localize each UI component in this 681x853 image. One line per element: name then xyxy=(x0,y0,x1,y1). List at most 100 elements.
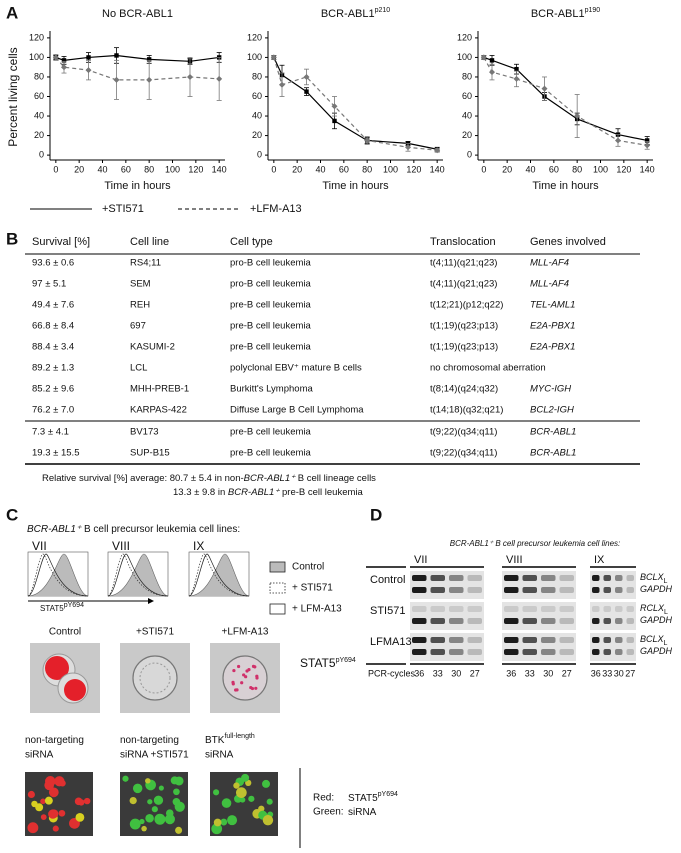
stain xyxy=(245,669,249,673)
x-tick-label: 80 xyxy=(572,164,582,174)
table-cell: pro-B cell leukemia xyxy=(230,279,311,290)
y-tick-label: 20 xyxy=(252,130,262,140)
stain xyxy=(231,680,235,684)
table-cell: 93.6 ± 0.6 xyxy=(32,258,74,269)
x-tick-label: 100 xyxy=(593,164,608,174)
gel-band xyxy=(592,649,600,655)
table-cell: SUP-B15 xyxy=(130,448,170,459)
table-cell: t(8;14)(q24;q32) xyxy=(430,384,498,395)
histogram-label: VII xyxy=(32,539,47,553)
sirna-label-part: full-length xyxy=(224,733,254,740)
table-header: Cell type xyxy=(230,236,273,248)
y-tick-label: 0 xyxy=(39,149,44,159)
stain-legend-label: Green: xyxy=(313,807,344,818)
table-cell: E2A-PBX1 xyxy=(530,342,575,353)
histogram-sti571 xyxy=(27,553,89,597)
gel-band xyxy=(504,637,519,643)
cell-dot xyxy=(221,798,232,808)
cell-dot xyxy=(211,823,223,835)
gel-band xyxy=(467,637,482,643)
y-tick-label: 0 xyxy=(467,149,472,159)
cell-dot xyxy=(158,785,164,791)
table-cell: Burkitt's Lymphoma xyxy=(230,384,313,395)
stain xyxy=(237,664,241,669)
stain xyxy=(234,688,238,692)
x-tick-label: 60 xyxy=(339,164,349,174)
gel-band xyxy=(522,618,537,624)
cell-dot xyxy=(213,789,220,796)
table-cell: BCL2-IGH xyxy=(530,405,574,416)
gel-band xyxy=(541,587,556,593)
histogram-control xyxy=(107,553,169,597)
cell-dot xyxy=(75,812,85,822)
table-header: Genes involved xyxy=(530,236,606,248)
pcr-cycle: 27 xyxy=(625,668,635,678)
point xyxy=(615,137,621,144)
sirna-label: BTKfull-length xyxy=(205,733,255,746)
cell-dot xyxy=(174,801,185,812)
cell-dot xyxy=(27,790,35,799)
cell-dot xyxy=(141,825,147,832)
pcr-cycle: 33 xyxy=(433,668,443,678)
gel-band xyxy=(522,649,537,655)
cell-dot xyxy=(145,813,154,823)
gel-band xyxy=(430,606,445,612)
y-tick-label: 80 xyxy=(34,71,44,81)
cell-dot xyxy=(262,814,274,826)
y-axis-label: Percent living cells xyxy=(6,47,20,146)
cell-dot xyxy=(132,783,143,794)
pcr-cycle: 30 xyxy=(543,668,553,678)
gel-band xyxy=(541,618,556,624)
gel-band xyxy=(603,637,611,643)
table-cell: 697 xyxy=(130,321,146,332)
gel-band xyxy=(559,575,574,581)
gel-band xyxy=(412,575,427,581)
cell-dot xyxy=(129,818,141,830)
stain xyxy=(255,674,259,678)
image-label: Control xyxy=(49,627,81,638)
x-tick-label: 120 xyxy=(406,164,421,174)
cell-dot xyxy=(40,798,46,805)
legend-box xyxy=(269,603,286,615)
point xyxy=(114,53,119,58)
lane-label: VIII xyxy=(506,554,523,566)
cell-dot xyxy=(48,787,59,798)
gel xyxy=(590,602,636,630)
cell-dot xyxy=(248,795,255,802)
table-cell: 49.4 ± 7.6 xyxy=(32,300,74,311)
table-cell: RS4;11 xyxy=(130,258,161,269)
y-tick-label: 40 xyxy=(252,110,262,120)
cell-dot xyxy=(147,799,153,805)
gel-band xyxy=(449,618,464,624)
cell-dot xyxy=(40,814,47,821)
axis-label-part: STAT5 xyxy=(40,604,64,613)
point xyxy=(304,89,309,94)
x-axis-label: Time in hours xyxy=(322,180,389,192)
gel-band xyxy=(522,587,537,593)
row-label: Control xyxy=(370,574,405,586)
cell-dot xyxy=(235,787,247,798)
pcr-cycle: 30 xyxy=(614,668,624,678)
point xyxy=(489,69,495,76)
gel-band xyxy=(615,606,623,612)
gel-band xyxy=(603,587,611,593)
x-tick-label: 100 xyxy=(165,164,180,174)
x-axis-label: Time in hours xyxy=(104,180,171,192)
point xyxy=(331,103,338,110)
table-cell: pre-B cell leukemia xyxy=(230,321,311,332)
y-tick-label: 0 xyxy=(257,149,262,159)
cell-dot xyxy=(213,818,222,827)
cell-dot xyxy=(239,797,246,803)
stain xyxy=(240,681,244,685)
gel-band xyxy=(592,637,600,643)
table-cell: pre-B cell leukemia xyxy=(230,300,311,311)
gel-band xyxy=(522,575,537,581)
chart-title-part: BCR-ABL1 xyxy=(321,8,375,20)
y-tick-label: 80 xyxy=(462,71,472,81)
gel-band xyxy=(541,637,556,643)
table-cell: Diffuse Large B Cell Lymphoma xyxy=(230,405,364,416)
gel-band xyxy=(449,587,464,593)
gel xyxy=(410,602,484,630)
cell-dot xyxy=(164,814,175,825)
table-footer-part: 13.3 ± 9.8 in xyxy=(173,487,228,498)
